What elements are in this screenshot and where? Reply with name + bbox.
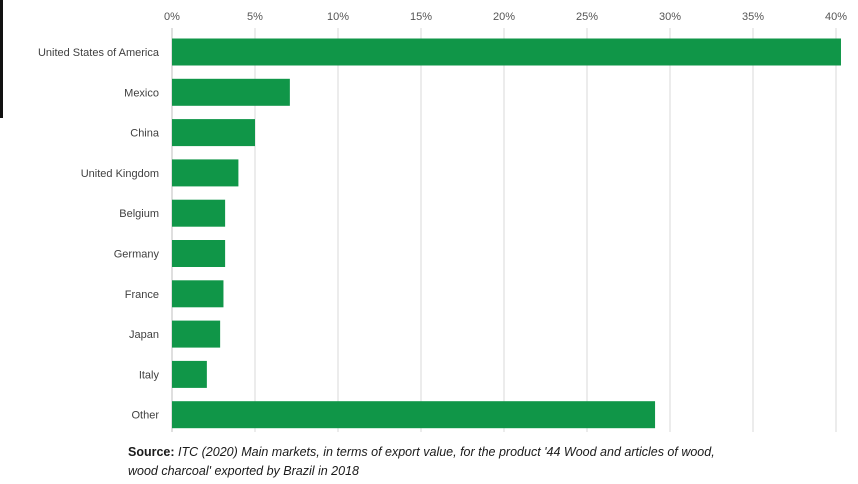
bar <box>172 78 290 106</box>
x-tick-label: 40% <box>825 11 847 23</box>
category-label: France <box>125 289 159 301</box>
bar-chart: 0% 5% 10% 15% 20% 25% 30% 35% 40% United States … <box>38 11 847 432</box>
source-label: Source: <box>128 445 175 459</box>
bar <box>172 199 226 227</box>
x-tick-label: 5% <box>247 11 263 23</box>
category-label: Germany <box>114 249 160 261</box>
category-label: Other <box>131 410 159 422</box>
category-label: China <box>130 128 160 140</box>
category-label: United Kingdom <box>81 168 159 180</box>
x-tick-label: 0% <box>164 11 180 23</box>
category-label: Mexico <box>124 87 159 99</box>
bar <box>172 401 656 429</box>
category-label: United States of America <box>38 47 160 59</box>
category-label: Belgium <box>119 208 159 220</box>
x-tick-label: 25% <box>576 11 598 23</box>
category-label: Italy <box>139 369 160 381</box>
source-note: Source: ITC (2020) Main markets, in term… <box>128 443 728 481</box>
x-tick-label: 30% <box>659 11 681 23</box>
category-label: Japan <box>129 329 159 341</box>
bar <box>172 119 255 147</box>
bar <box>172 38 841 66</box>
bar <box>172 360 207 388</box>
x-tick-label: 20% <box>493 11 515 23</box>
x-tick-label: 10% <box>327 11 349 23</box>
x-tick-label: 15% <box>410 11 432 23</box>
bars <box>172 38 841 429</box>
x-tick-label: 35% <box>742 11 764 23</box>
bar <box>172 320 221 348</box>
category-labels: United States of America Mexico China Unite… <box>38 47 160 422</box>
bar <box>172 240 226 267</box>
left-edge-bar <box>0 0 3 118</box>
source-body: ITC (2020) Main markets, in terms of exp… <box>128 445 715 478</box>
x-axis-ticks: 0% 5% 10% 15% 20% 25% 30% 35% 40% <box>164 11 847 23</box>
bar <box>172 159 239 187</box>
bar <box>172 280 224 308</box>
